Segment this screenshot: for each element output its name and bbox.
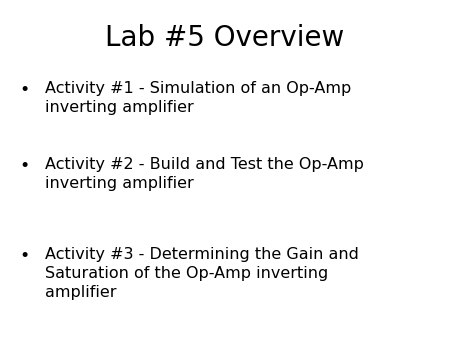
Text: Activity #2 - Build and Test the Op-Amp
inverting amplifier: Activity #2 - Build and Test the Op-Amp … — [45, 157, 364, 191]
Text: Activity #1 - Simulation of an Op-Amp
inverting amplifier: Activity #1 - Simulation of an Op-Amp in… — [45, 81, 351, 115]
Text: •: • — [20, 157, 30, 175]
Text: Activity #3 - Determining the Gain and
Saturation of the Op-Amp inverting
amplif: Activity #3 - Determining the Gain and S… — [45, 247, 359, 300]
Text: •: • — [20, 247, 30, 265]
Text: •: • — [20, 81, 30, 99]
Text: Lab #5 Overview: Lab #5 Overview — [105, 24, 345, 52]
